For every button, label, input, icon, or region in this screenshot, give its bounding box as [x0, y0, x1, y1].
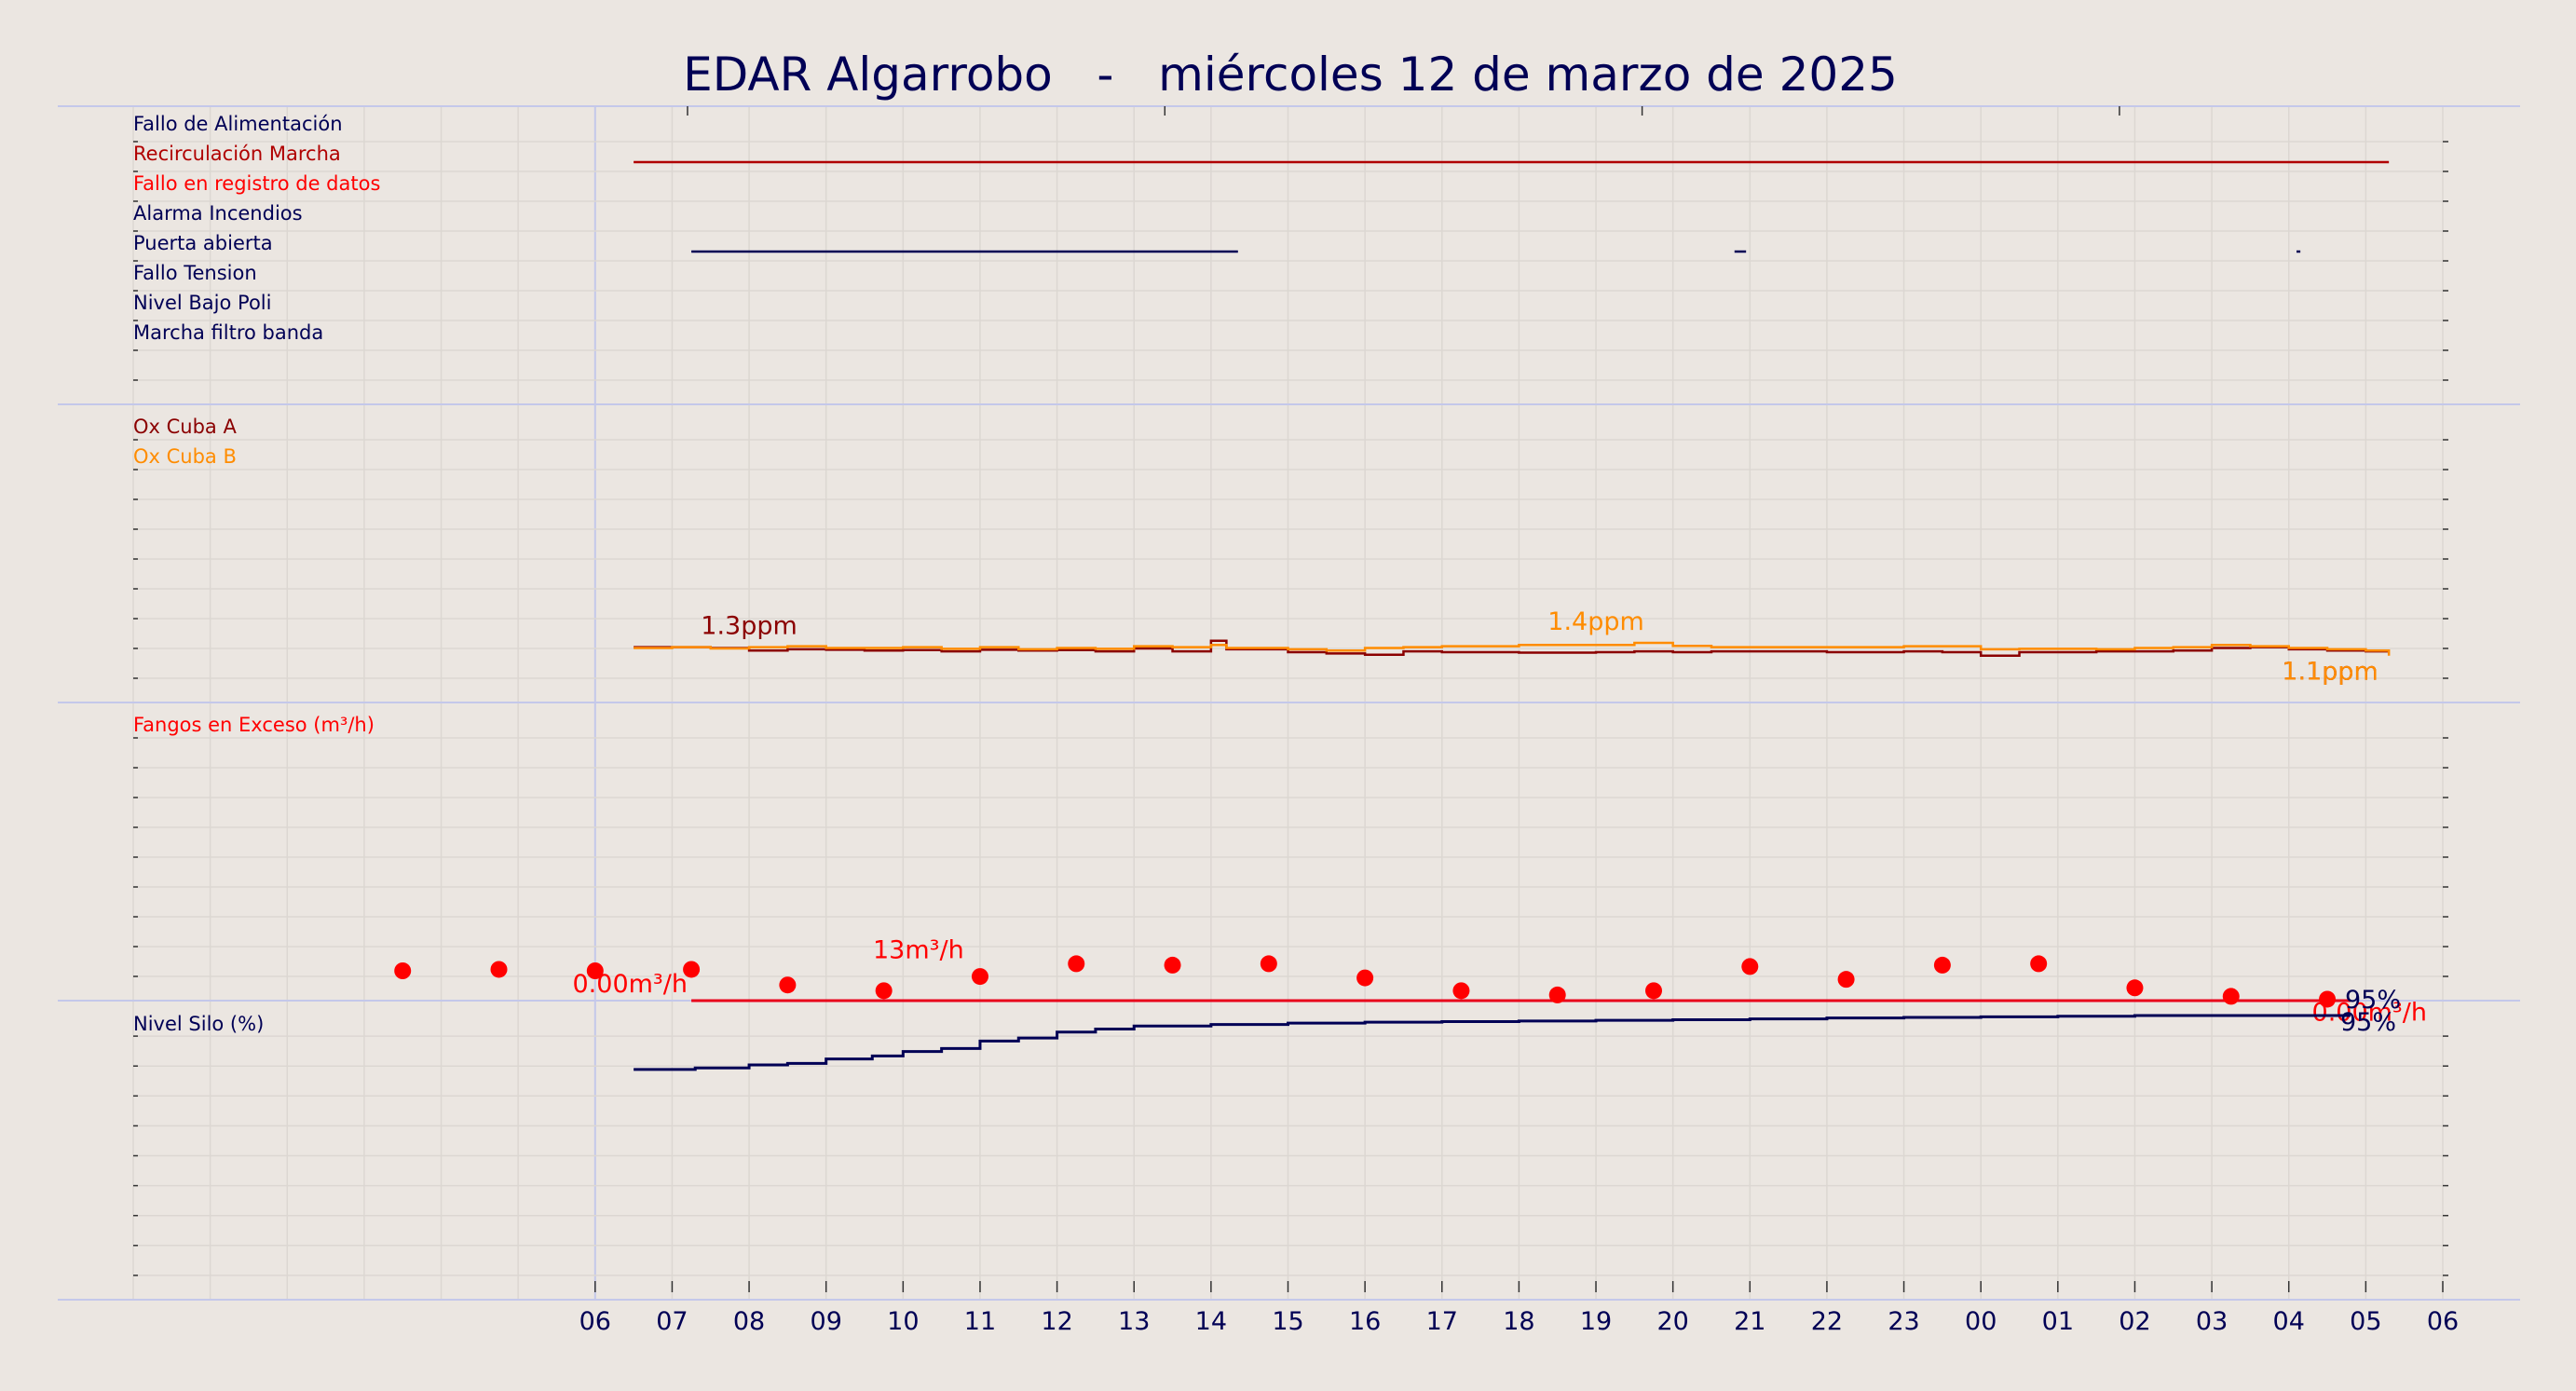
x-tick-label: 23: [1888, 1307, 1919, 1336]
data-point: [2319, 990, 2337, 1008]
data-label: 95%: [2340, 1008, 2396, 1037]
legend-label: Ox Cuba B: [133, 445, 237, 468]
series-line: [634, 641, 2391, 656]
data-point: [779, 976, 797, 994]
data-label: 13m³/h: [873, 935, 964, 964]
legend-label: Fallo en registro de datos: [133, 172, 380, 195]
x-tick-label: 00: [1965, 1307, 1997, 1336]
panel-silo: Nivel Silo (%) 95%95%: [133, 986, 2401, 1071]
x-tick-label: 22: [1811, 1307, 1843, 1336]
legend-label: Recirculación Marcha: [133, 143, 341, 165]
data-point: [1645, 982, 1663, 1000]
x-tick-label: 08: [733, 1307, 765, 1336]
data-point: [1452, 982, 1470, 1000]
data-label: 1.3ppm: [701, 612, 797, 641]
data-point: [2222, 988, 2240, 1005]
data-point: [1260, 955, 1277, 973]
x-tick-label: 03: [2196, 1307, 2228, 1336]
data-label: 1.1ppm: [2282, 658, 2378, 687]
data-point: [1356, 969, 1374, 987]
data-point: [971, 968, 988, 986]
x-tick-label: 15: [1272, 1307, 1303, 1336]
legend-label: Fangos en Exceso (m³/h): [133, 714, 375, 736]
chart-title: EDAR Algarrobo - miércoles 12 de marzo d…: [683, 48, 1898, 102]
x-tick-label: 02: [2119, 1307, 2150, 1336]
data-point: [1068, 955, 1085, 973]
data-point: [1741, 958, 1759, 975]
legend-label: Nivel Silo (%): [133, 1013, 264, 1035]
x-tick-label: 05: [2350, 1307, 2381, 1336]
legend-label: Fallo de Alimentación: [133, 113, 343, 135]
data-point: [1548, 986, 1566, 1003]
data-point: [683, 961, 701, 978]
panel-fangos: Fangos en Exceso (m³/h) 0.00m³/h 13m³/h 0.0…: [133, 714, 2427, 1027]
legend-label: Ox Cuba A: [133, 416, 237, 438]
legend-label: Alarma Incendios: [133, 202, 303, 225]
data-point: [2126, 979, 2144, 997]
x-tick-label: 04: [2273, 1307, 2305, 1336]
x-tick-label: 06: [2427, 1307, 2459, 1336]
data-point: [2030, 955, 2048, 973]
data-label: 1.1ppm: [2282, 658, 2378, 687]
x-tick-label: 13: [1118, 1307, 1150, 1336]
x-tick-label: 01: [2042, 1307, 2074, 1336]
x-tick-label: 09: [811, 1307, 842, 1336]
x-tick-label: 06: [579, 1307, 611, 1336]
x-tick-label: 11: [964, 1307, 996, 1336]
x-tick-label: 20: [1656, 1307, 1688, 1336]
legend-label: Marcha filtro banda: [133, 321, 323, 344]
data-point: [1164, 956, 1181, 974]
data-label: 95%: [2345, 986, 2401, 1015]
x-tick-label: 14: [1195, 1307, 1227, 1336]
data-label: 1.4ppm: [1547, 607, 1644, 636]
data-label: 0.00m³/h: [2312, 998, 2427, 1027]
data-point: [1837, 971, 1855, 989]
x-tick-label: 17: [1426, 1307, 1458, 1336]
data-point: [1933, 956, 1951, 974]
x-tick-label: 19: [1580, 1307, 1612, 1336]
x-tick-label: 21: [1734, 1307, 1765, 1336]
series-line: [634, 639, 2390, 657]
data-point: [875, 982, 893, 1000]
grid-layer: [58, 105, 2520, 1301]
data-point: [490, 961, 508, 978]
x-axis: 06 07 08 09 10 11 12 13 14 15 16 17 18 19 20 21 22 23 00 01…: [579, 1281, 2459, 1336]
x-tick-label: 12: [1041, 1307, 1072, 1336]
data-point: [394, 962, 412, 979]
legend-label: Fallo Tension: [133, 262, 257, 284]
panel-alarmas: Fallo de Alimentación Recirculación March…: [133, 113, 2390, 344]
legend-label: Puerta abierta: [133, 232, 273, 254]
x-tick-label: 18: [1503, 1307, 1534, 1336]
x-tick-label: 07: [656, 1307, 688, 1336]
data-point: [586, 962, 604, 979]
panel-oxigeno: Ox Cuba AOx Cuba B1.3ppm 1.4ppm1.1ppm1.1p…: [133, 416, 2391, 687]
series-line: [634, 1014, 2351, 1071]
x-tick-label: 10: [887, 1307, 919, 1336]
x-tick-label: 16: [1349, 1307, 1381, 1336]
data-label: 0.00m³/h: [573, 970, 688, 999]
panels-layer: Fallo de Alimentación Recirculación March…: [133, 113, 2427, 1071]
legend-label: Nivel Bajo Poli: [133, 292, 271, 314]
